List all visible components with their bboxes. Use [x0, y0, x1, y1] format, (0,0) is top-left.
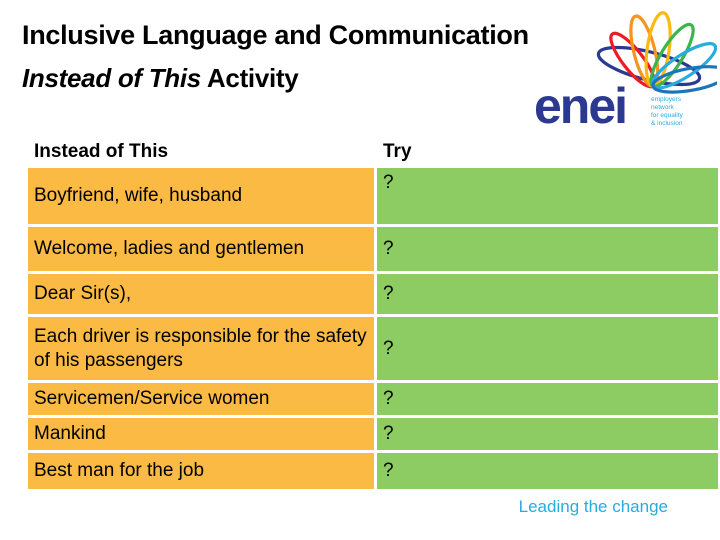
table-row: Welcome, ladies and gentlemen ?	[28, 227, 718, 271]
enei-tagline: employers network for equality & inclusi…	[651, 96, 683, 128]
try-cell: ?	[377, 317, 718, 380]
instead-cell: Each driver is responsible for the safet…	[28, 317, 374, 380]
try-cell: ?	[377, 274, 718, 314]
enei-tagline-line: network	[651, 104, 674, 111]
instead-of-this-table: Instead of This Try Boyfriend, wife, hus…	[25, 136, 720, 492]
footer-tagline: Leading the change	[518, 497, 668, 516]
table-row: Servicemen/Service women ?	[28, 383, 718, 415]
enei-tagline-line: for equality	[651, 112, 683, 119]
table-row: Best man for the job ?	[28, 453, 718, 489]
try-cell: ?	[377, 453, 718, 489]
title-block: Inclusive Language and Communication Ins…	[22, 20, 582, 92]
enei-wordmark: enei	[534, 78, 628, 134]
enei-tagline-line: & inclusion	[651, 120, 683, 127]
column-header-instead: Instead of This	[28, 139, 374, 165]
instead-cell: Mankind	[28, 418, 374, 450]
page-subtitle: Instead of This Activity	[22, 65, 582, 91]
instead-cell: Welcome, ladies and gentlemen	[28, 227, 374, 271]
table-row: Boyfriend, wife, husband ?	[28, 168, 718, 224]
table-row: Each driver is responsible for the safet…	[28, 317, 718, 380]
try-cell: ?	[377, 418, 718, 450]
table-row: Mankind ?	[28, 418, 718, 450]
subtitle-plain-part: Activity	[200, 63, 299, 93]
table-header-row: Instead of This Try	[28, 139, 718, 165]
instead-cell: Servicemen/Service women	[28, 383, 374, 415]
instead-cell: Boyfriend, wife, husband	[28, 168, 374, 224]
enei-tagline-line: employers	[651, 96, 681, 103]
enei-logo: enei employers network for equality & in…	[530, 0, 720, 135]
try-cell: ?	[377, 227, 718, 271]
try-cell: ?	[377, 383, 718, 415]
enei-swirl-icon	[596, 11, 717, 94]
try-cell: ?	[377, 168, 718, 224]
subtitle-italic-part: Instead of This	[22, 63, 201, 93]
instead-cell: Best man for the job	[28, 453, 374, 489]
column-header-try: Try	[377, 139, 718, 165]
page-title: Inclusive Language and Communication	[22, 20, 529, 50]
instead-cell: Dear Sir(s),	[28, 274, 374, 314]
table-row: Dear Sir(s), ?	[28, 274, 718, 314]
